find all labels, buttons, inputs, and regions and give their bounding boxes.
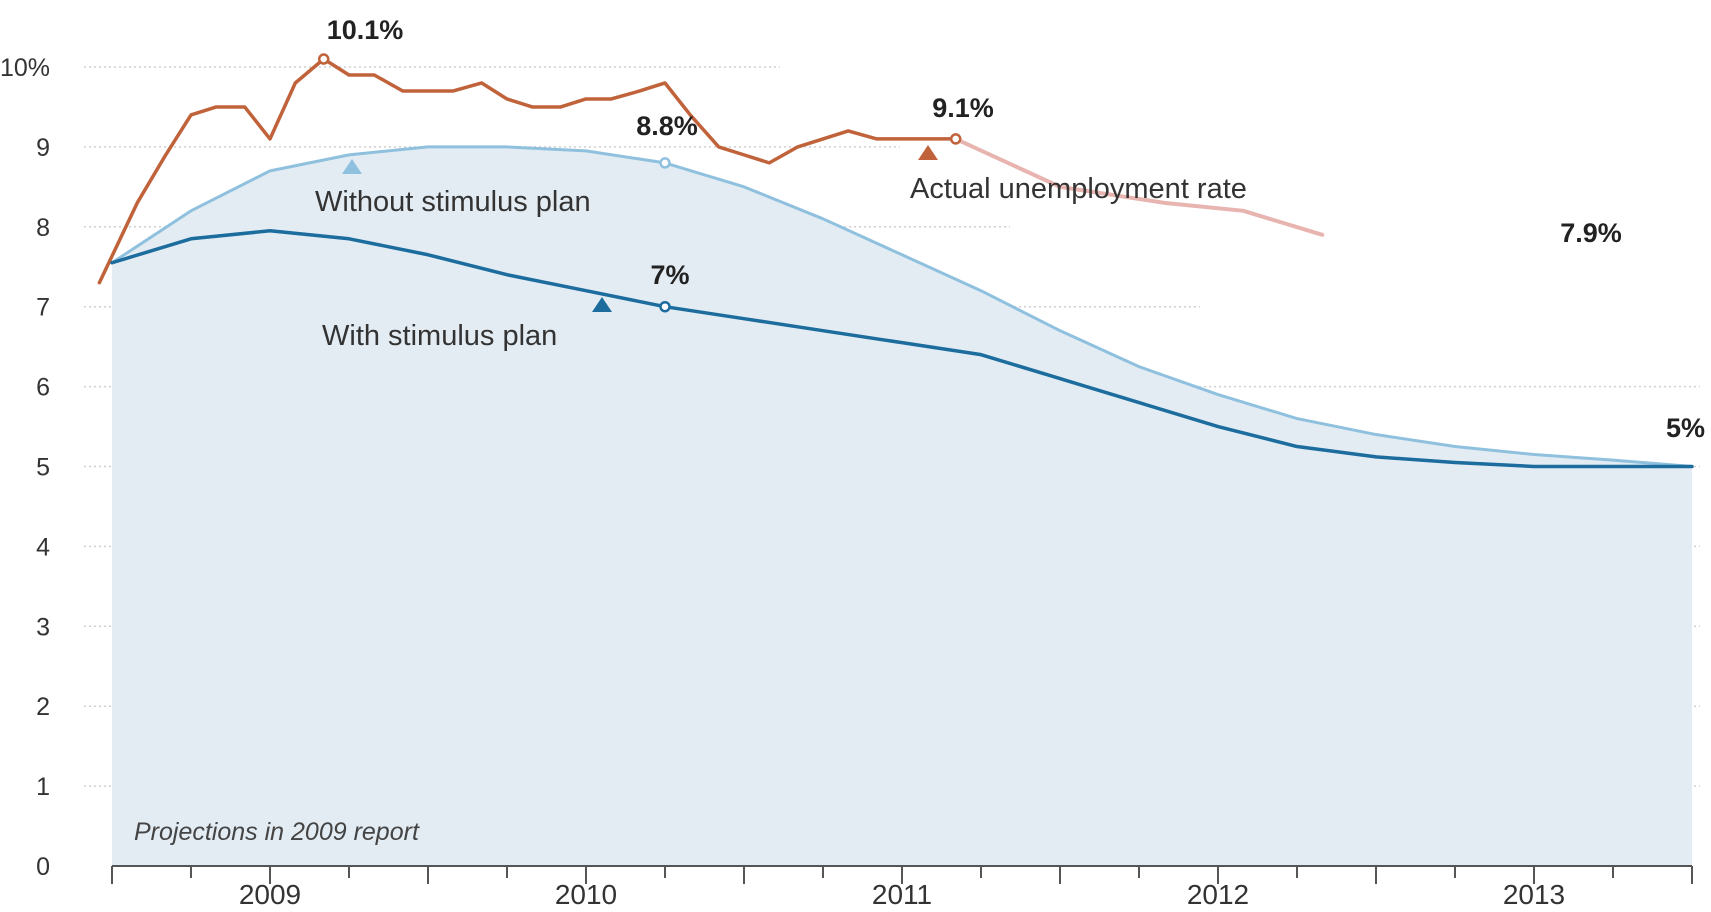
series-label-marker (592, 297, 612, 312)
value-annotation: 10.1% (327, 15, 404, 45)
y-tick-label: 0 (36, 853, 50, 881)
series-label: Without stimulus plan (315, 186, 591, 218)
series-labels: Without stimulus plan With stimulus plan A… (315, 145, 1247, 352)
x-tick-label: 2010 (555, 879, 617, 910)
series-label-marker (918, 145, 938, 160)
series-line (97, 57, 958, 285)
value-annotation: 9.1% (932, 93, 994, 123)
projection-fill (112, 146, 1692, 866)
y-tick-label: 8 (36, 214, 50, 242)
series-line (953, 136, 1325, 237)
y-tick-label: 6 (36, 374, 50, 402)
y-tick-label: 2 (36, 693, 50, 721)
series-line (110, 229, 1694, 469)
label-markers (317, 53, 962, 313)
chart-note: Projections in 2009 report (134, 818, 420, 846)
series-label: Actual unemployment rate (910, 173, 1247, 205)
y-tick-label: 4 (36, 533, 50, 561)
value-annotation: 7.9% (1560, 218, 1622, 248)
data-point-marker (659, 157, 671, 169)
value-annotation: 7% (650, 260, 689, 290)
y-tick-label: 9 (36, 134, 50, 162)
data-point-marker (949, 133, 962, 145)
y-tick-label: 10% (0, 54, 50, 82)
x-tick-label: 2013 (1503, 879, 1565, 910)
x-axis-ticks: 2009 2010 2011 2012 2013 (111, 866, 1693, 910)
y-tick-label: 7 (36, 294, 50, 322)
annotations: 10.1% 9.1% 8.8% 7% 5% 7.9% (327, 15, 1705, 443)
data-point-marker (659, 300, 671, 313)
x-tick-label: 2012 (1187, 879, 1249, 910)
data-point-marker (317, 53, 330, 65)
y-tick-label: 5 (36, 454, 50, 482)
series-lines (97, 57, 1694, 469)
y-axis-ticks: 0 1 2 3 4 5 6 7 8 9 10% (0, 54, 50, 881)
series-line (110, 145, 1694, 468)
x-tick-label: 2009 (239, 879, 301, 910)
y-tick-label: 3 (36, 613, 50, 641)
y-tick-label: 1 (36, 773, 50, 801)
series-label-marker (342, 159, 362, 174)
value-annotation: 5% (1666, 413, 1705, 443)
series-label: With stimulus plan (322, 320, 557, 352)
projection-area (112, 146, 1692, 866)
x-tick-label: 2011 (872, 879, 932, 910)
value-annotation: 8.8% (636, 111, 698, 141)
